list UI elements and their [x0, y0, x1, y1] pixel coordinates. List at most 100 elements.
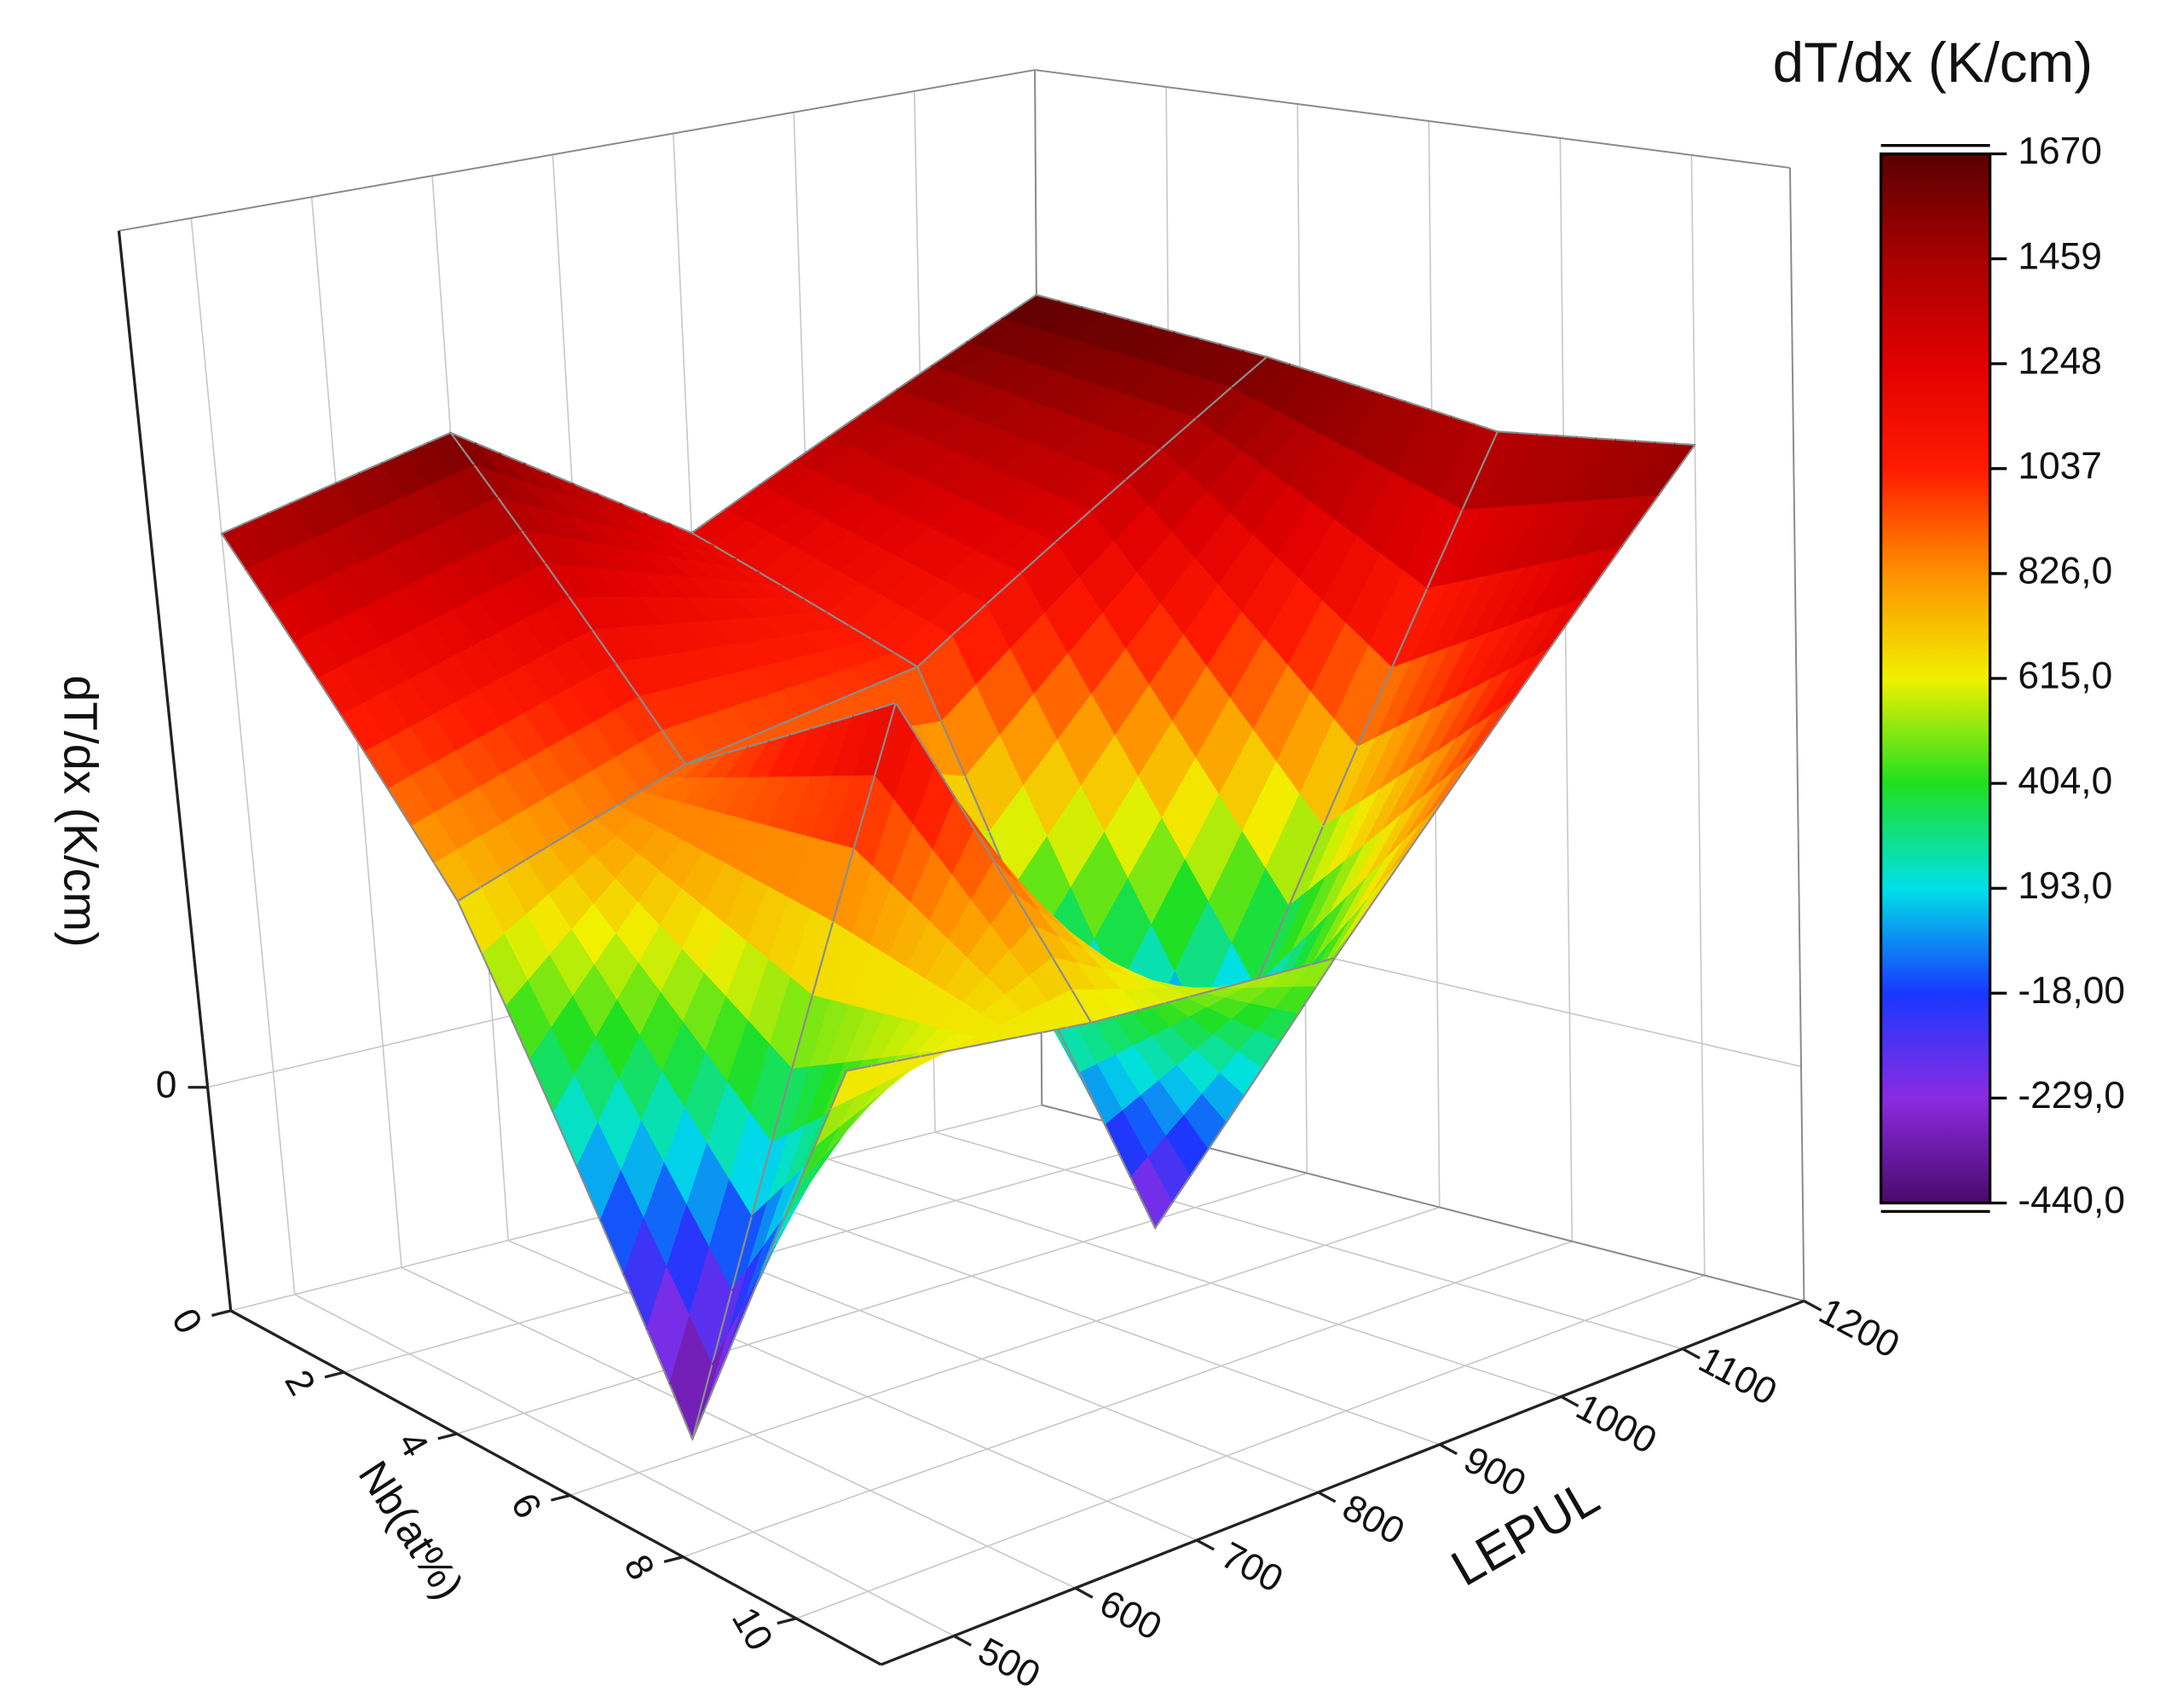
mesh-line: [595, 492, 621, 505]
mesh-line: [874, 702, 897, 776]
mesh-line: [358, 462, 383, 474]
mesh-line: [638, 776, 663, 793]
mesh-line: [591, 629, 617, 664]
mesh-line: [1066, 1021, 1092, 1029]
mesh-line: [1556, 435, 1577, 438]
mesh-line: [1090, 1015, 1117, 1024]
mesh-line: [523, 462, 549, 475]
y-tick: [1560, 1395, 1579, 1408]
mesh-line: [1382, 393, 1406, 402]
mesh-line: [871, 638, 896, 655]
mesh-line: [731, 734, 755, 746]
grid-line: [721, 1186, 1441, 1445]
mesh-line: [1036, 293, 1060, 303]
mesh-line: [736, 1294, 754, 1332]
mesh-line: [525, 845, 549, 861]
mesh-line: [457, 886, 482, 903]
mesh-line: [827, 412, 863, 438]
x-axis-line: [229, 1309, 882, 1666]
mesh-line: [934, 765, 956, 799]
mesh-line: [1334, 905, 1372, 959]
mesh-line: [1042, 1026, 1067, 1034]
y-tick: [1439, 1443, 1458, 1456]
z-axis-label: dT/dx (K/cm): [55, 675, 108, 947]
mesh-line: [1285, 963, 1311, 972]
mesh-line: [570, 817, 595, 834]
mesh-line: [1174, 331, 1198, 339]
mesh-line: [790, 995, 813, 1070]
mesh-line: [449, 432, 476, 466]
mesh-line: [638, 695, 663, 731]
mesh-line: [1585, 545, 1623, 598]
mesh-line: [433, 863, 459, 902]
mesh-line: [870, 1060, 896, 1067]
y-axis-label: LEPUL: [1442, 1469, 1608, 1597]
mesh-line: [568, 596, 593, 631]
mesh-line: [499, 452, 524, 465]
mesh-line: [292, 641, 319, 679]
mesh-line: [1032, 925, 1054, 959]
mesh-line: [781, 585, 806, 601]
x-tick-label: 10: [724, 1601, 781, 1658]
mesh-line: [335, 471, 360, 484]
mesh-line: [1105, 312, 1129, 320]
mesh-line: [1129, 1175, 1157, 1229]
mesh-line: [849, 625, 873, 641]
colorbar-tick-label: -18,00: [2018, 970, 2125, 1012]
mesh-line: [1497, 430, 1518, 435]
mesh-line: [547, 472, 573, 484]
mesh-line: [706, 752, 728, 760]
mesh-line: [1297, 984, 1318, 1014]
y-tick-label: 1200: [1812, 1290, 1906, 1367]
mesh-line: [479, 873, 504, 889]
x-tick-label: 8: [615, 1548, 662, 1587]
mesh-line: [661, 763, 686, 779]
colorbar-tick-label: 1670: [2018, 130, 2102, 172]
x-tick: [324, 1370, 344, 1379]
mesh-line: [940, 721, 967, 777]
mesh-line: [1576, 436, 1597, 440]
mesh-line: [725, 483, 760, 510]
x-axis-label: Nb(at%): [349, 1453, 472, 1607]
mesh-line: [593, 804, 618, 820]
grid-line: [456, 1172, 1308, 1435]
mesh-line: [1405, 801, 1443, 855]
mesh-line: [852, 708, 875, 717]
mesh-line: [1254, 906, 1290, 987]
mesh-line: [505, 1006, 531, 1060]
grid-line: [569, 1206, 1441, 1497]
mesh-line: [1321, 747, 1359, 828]
colorbar-tick-label: 615,0: [2018, 655, 2112, 697]
mesh-line: [1262, 970, 1287, 978]
mesh-line: [954, 797, 976, 830]
mesh-line: [1089, 479, 1127, 512]
mesh-line: [450, 431, 476, 444]
mesh-line: [1017, 1031, 1043, 1038]
mesh-line: [245, 568, 271, 607]
x-tick-label: 0: [164, 1301, 211, 1341]
mesh-line: [1476, 699, 1515, 752]
mesh-line: [793, 436, 829, 462]
mesh-line: [706, 1366, 724, 1405]
z-axis-line: [117, 230, 233, 1312]
x-tick: [663, 1555, 684, 1563]
mesh-line: [1474, 423, 1499, 433]
mesh-line: [826, 611, 851, 627]
mesh-line: [1635, 440, 1656, 443]
y-tick: [1803, 1299, 1822, 1312]
mesh-line: [782, 1183, 800, 1221]
grid-line: [934, 1131, 1683, 1350]
y-tick-label: 800: [1336, 1486, 1411, 1553]
colorbar-tick-label: 1248: [2018, 340, 2102, 382]
mesh-line: [916, 634, 953, 668]
colorbar-tick-label: 826,0: [2018, 551, 2112, 592]
y-tick-label: 600: [1093, 1582, 1168, 1648]
mesh-line: [1287, 826, 1324, 907]
mesh-line: [813, 1108, 832, 1147]
grid-line: [828, 1158, 1562, 1398]
mesh-line: [711, 1290, 733, 1365]
mesh-line: [312, 482, 337, 494]
mesh-line: [846, 1065, 872, 1072]
mesh-line: [1262, 1040, 1282, 1069]
